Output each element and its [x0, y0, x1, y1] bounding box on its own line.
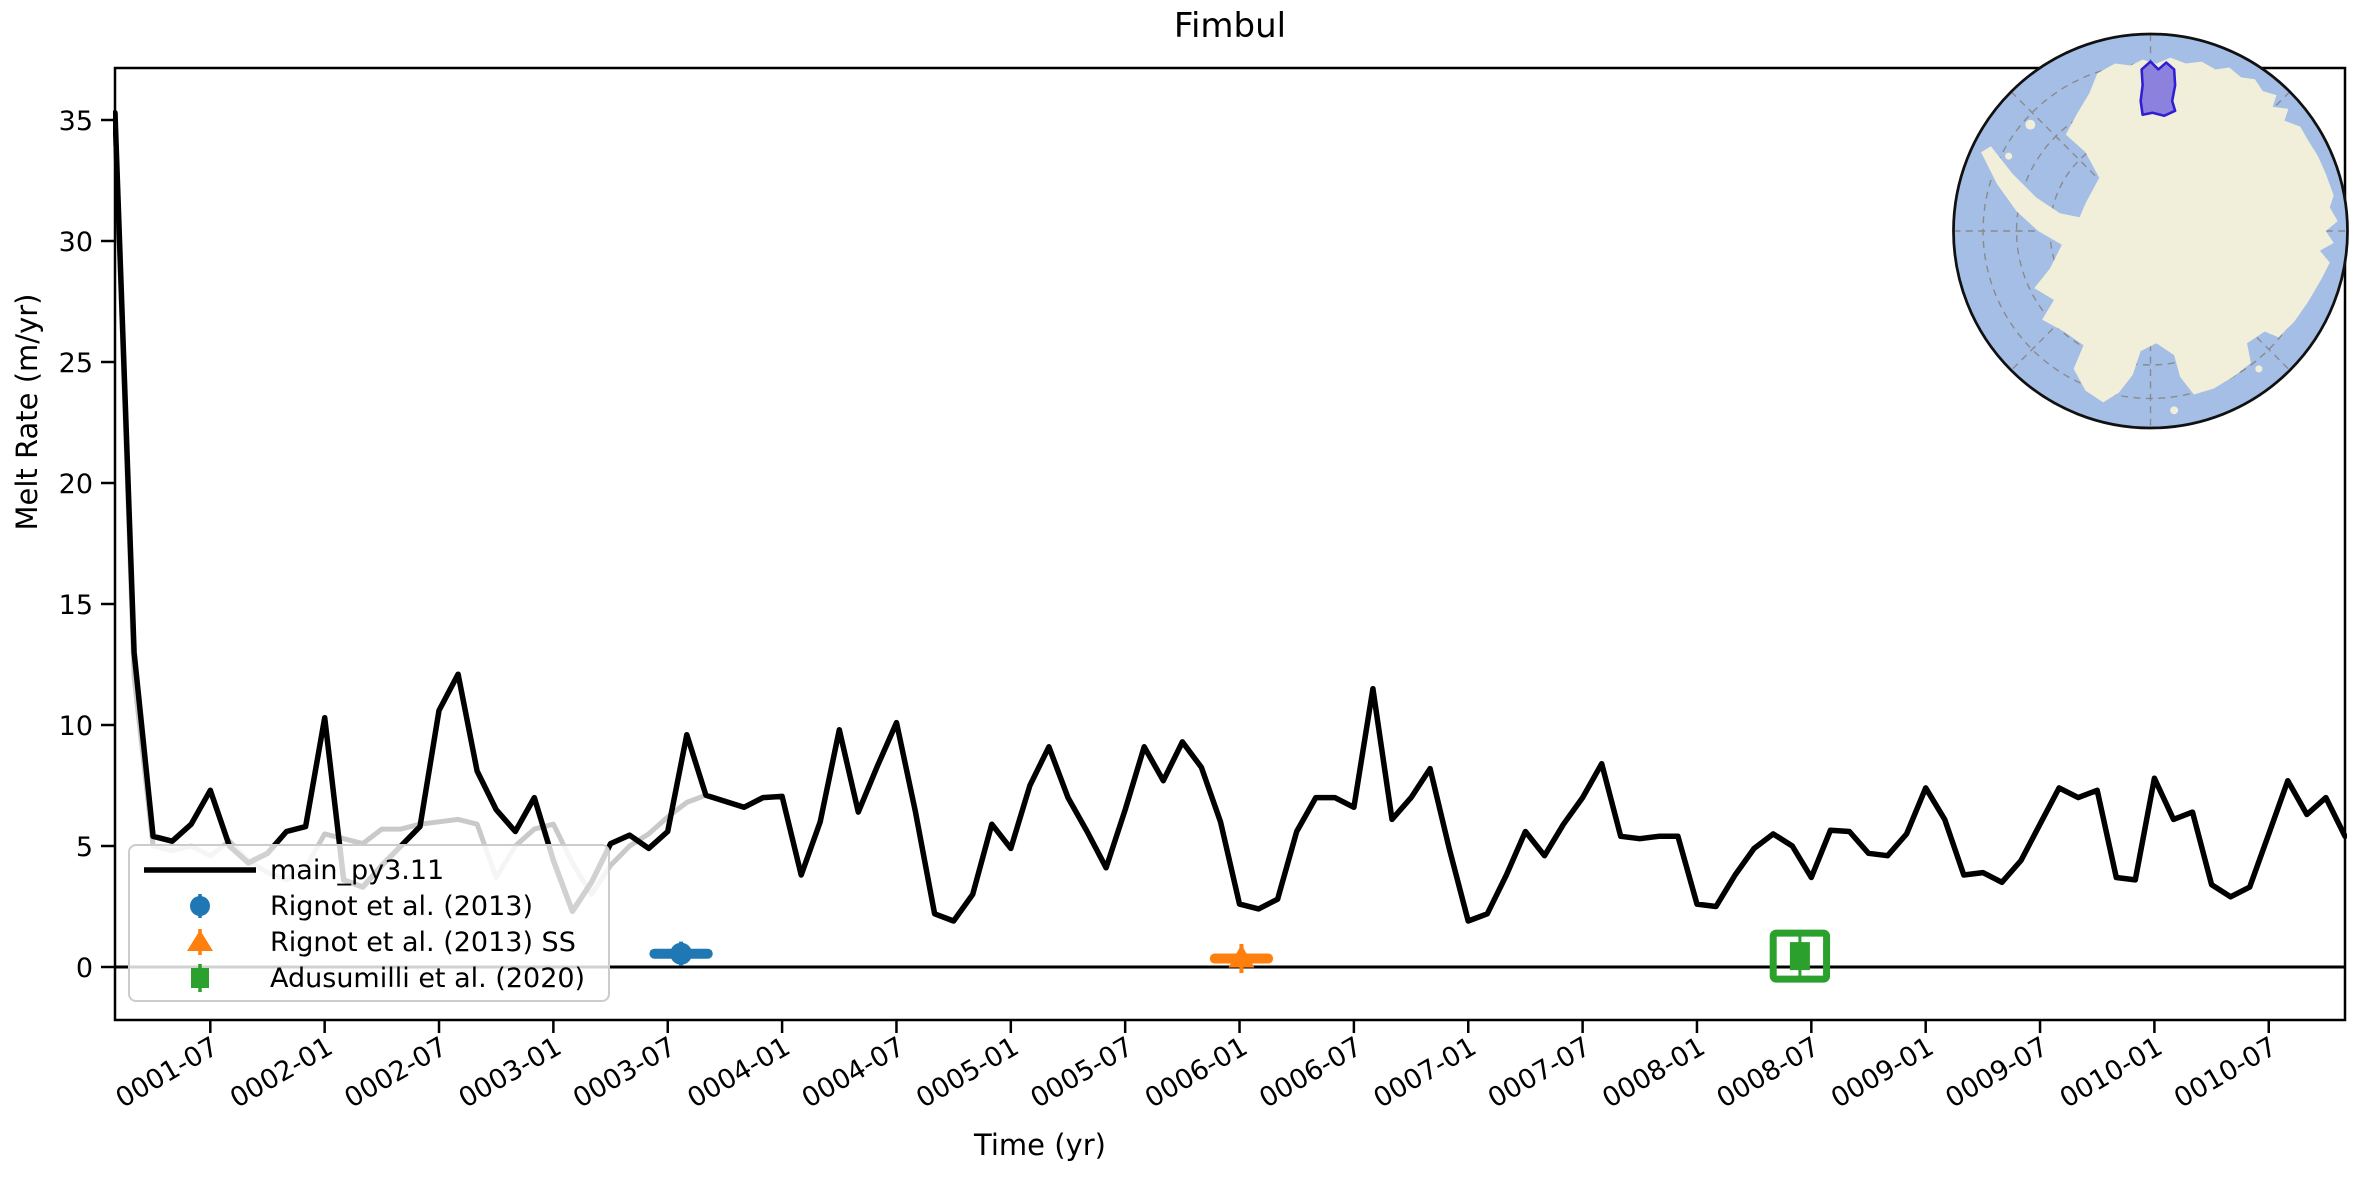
x-tick-label: 0010-07 [2169, 1031, 2282, 1114]
x-tick-label: 0008-01 [1597, 1031, 1710, 1114]
marker-triangle-up [1209, 944, 1274, 974]
y-tick-label: 5 [76, 832, 93, 863]
x-tick-label: 0007-07 [1483, 1031, 1596, 1114]
series-line-unlabeled-gray-run [113, 117, 709, 897]
marker-boxed-square [1769, 929, 1831, 983]
legend-item-label: main_py3.11 [270, 854, 445, 886]
x-tick-label: 0003-01 [454, 1031, 567, 1114]
y-tick-label: 25 [59, 348, 93, 379]
y-axis-ticks: 0 5 10 15 20 25 30 35 [59, 106, 115, 984]
y-tick-label: 30 [59, 227, 93, 258]
line-swatch-icon [130, 853, 270, 887]
plot-frame [113, 66, 2347, 1022]
x-tick-label: 0002-07 [339, 1031, 452, 1114]
y-tick-label: 10 [59, 711, 93, 742]
square-marker [1789, 942, 1810, 971]
x-tick-label: 0009-07 [1940, 1031, 2053, 1114]
circle-marker [670, 942, 693, 965]
y-tick-label: 15 [59, 590, 93, 621]
y-axis-label: Melt Rate (m/yr) [10, 293, 44, 531]
y-tick-label: 0 [76, 953, 93, 984]
legend-item-label: Adusumilli et al. (2020) [270, 962, 586, 994]
x-axis-label: Time (yr) [974, 1128, 1106, 1162]
x-tick-label: 0003-07 [568, 1031, 681, 1114]
antarctica-landmass [1981, 57, 2338, 403]
map-rim [1952, 32, 2349, 430]
map-islands [2005, 119, 2263, 415]
antarctica-inset-map [1952, 32, 2349, 430]
triangle-marker [1228, 944, 1255, 968]
legend: main_py3.11 Rignot et al. (2013) Rignot … [128, 844, 610, 1002]
triangle-errorbar-icon [130, 925, 270, 959]
x-tick-label: 0005-07 [1025, 1031, 1138, 1114]
x-tick-label: 0006-07 [1254, 1031, 1367, 1114]
x-tick-label: 0007-01 [1369, 1031, 1482, 1114]
legend-item-label: Rignot et al. (2013) SS [270, 926, 576, 958]
x-axis-ticks: 0001-07 0002-01 0002-07 0003-01 0003-07 0004-… [111, 1020, 2282, 1114]
x-tick-label: 0004-07 [797, 1031, 910, 1114]
x-tick-label: 0010-01 [2055, 1031, 2168, 1114]
x-tick-label: 0001-07 [111, 1031, 224, 1114]
circle-errorbar-icon [130, 889, 270, 923]
x-tick-label: 0008-07 [1712, 1031, 1825, 1114]
x-tick-label: 0006-01 [1140, 1031, 1253, 1114]
x-tick-label: 0009-01 [1826, 1031, 1939, 1114]
chart-title: Fimbul [1173, 6, 1287, 46]
series-line-main-py3.11 [113, 109, 2347, 924]
observation-markers-group [649, 929, 1831, 983]
legend-item-adusumilli: Adusumilli et al. (2020) [130, 960, 608, 996]
error-box [1769, 929, 1831, 983]
y-tick-label: 20 [59, 469, 93, 500]
x-tick-label: 0005-01 [911, 1031, 1024, 1114]
legend-item-main: main_py3.11 [130, 852, 608, 888]
square-errorbar-icon [130, 961, 270, 995]
marker-circle [649, 941, 713, 966]
x-tick-label: 0002-01 [225, 1031, 338, 1114]
legend-item-rignot-ss: Rignot et al. (2013) SS [130, 924, 608, 960]
x-tick-label: 0004-01 [682, 1031, 795, 1114]
y-tick-label: 35 [59, 106, 93, 137]
fimbul-highlight-region [2139, 60, 2177, 118]
legend-item-label: Rignot et al. (2013) [270, 890, 533, 922]
legend-item-rignot: Rignot et al. (2013) [130, 888, 608, 924]
